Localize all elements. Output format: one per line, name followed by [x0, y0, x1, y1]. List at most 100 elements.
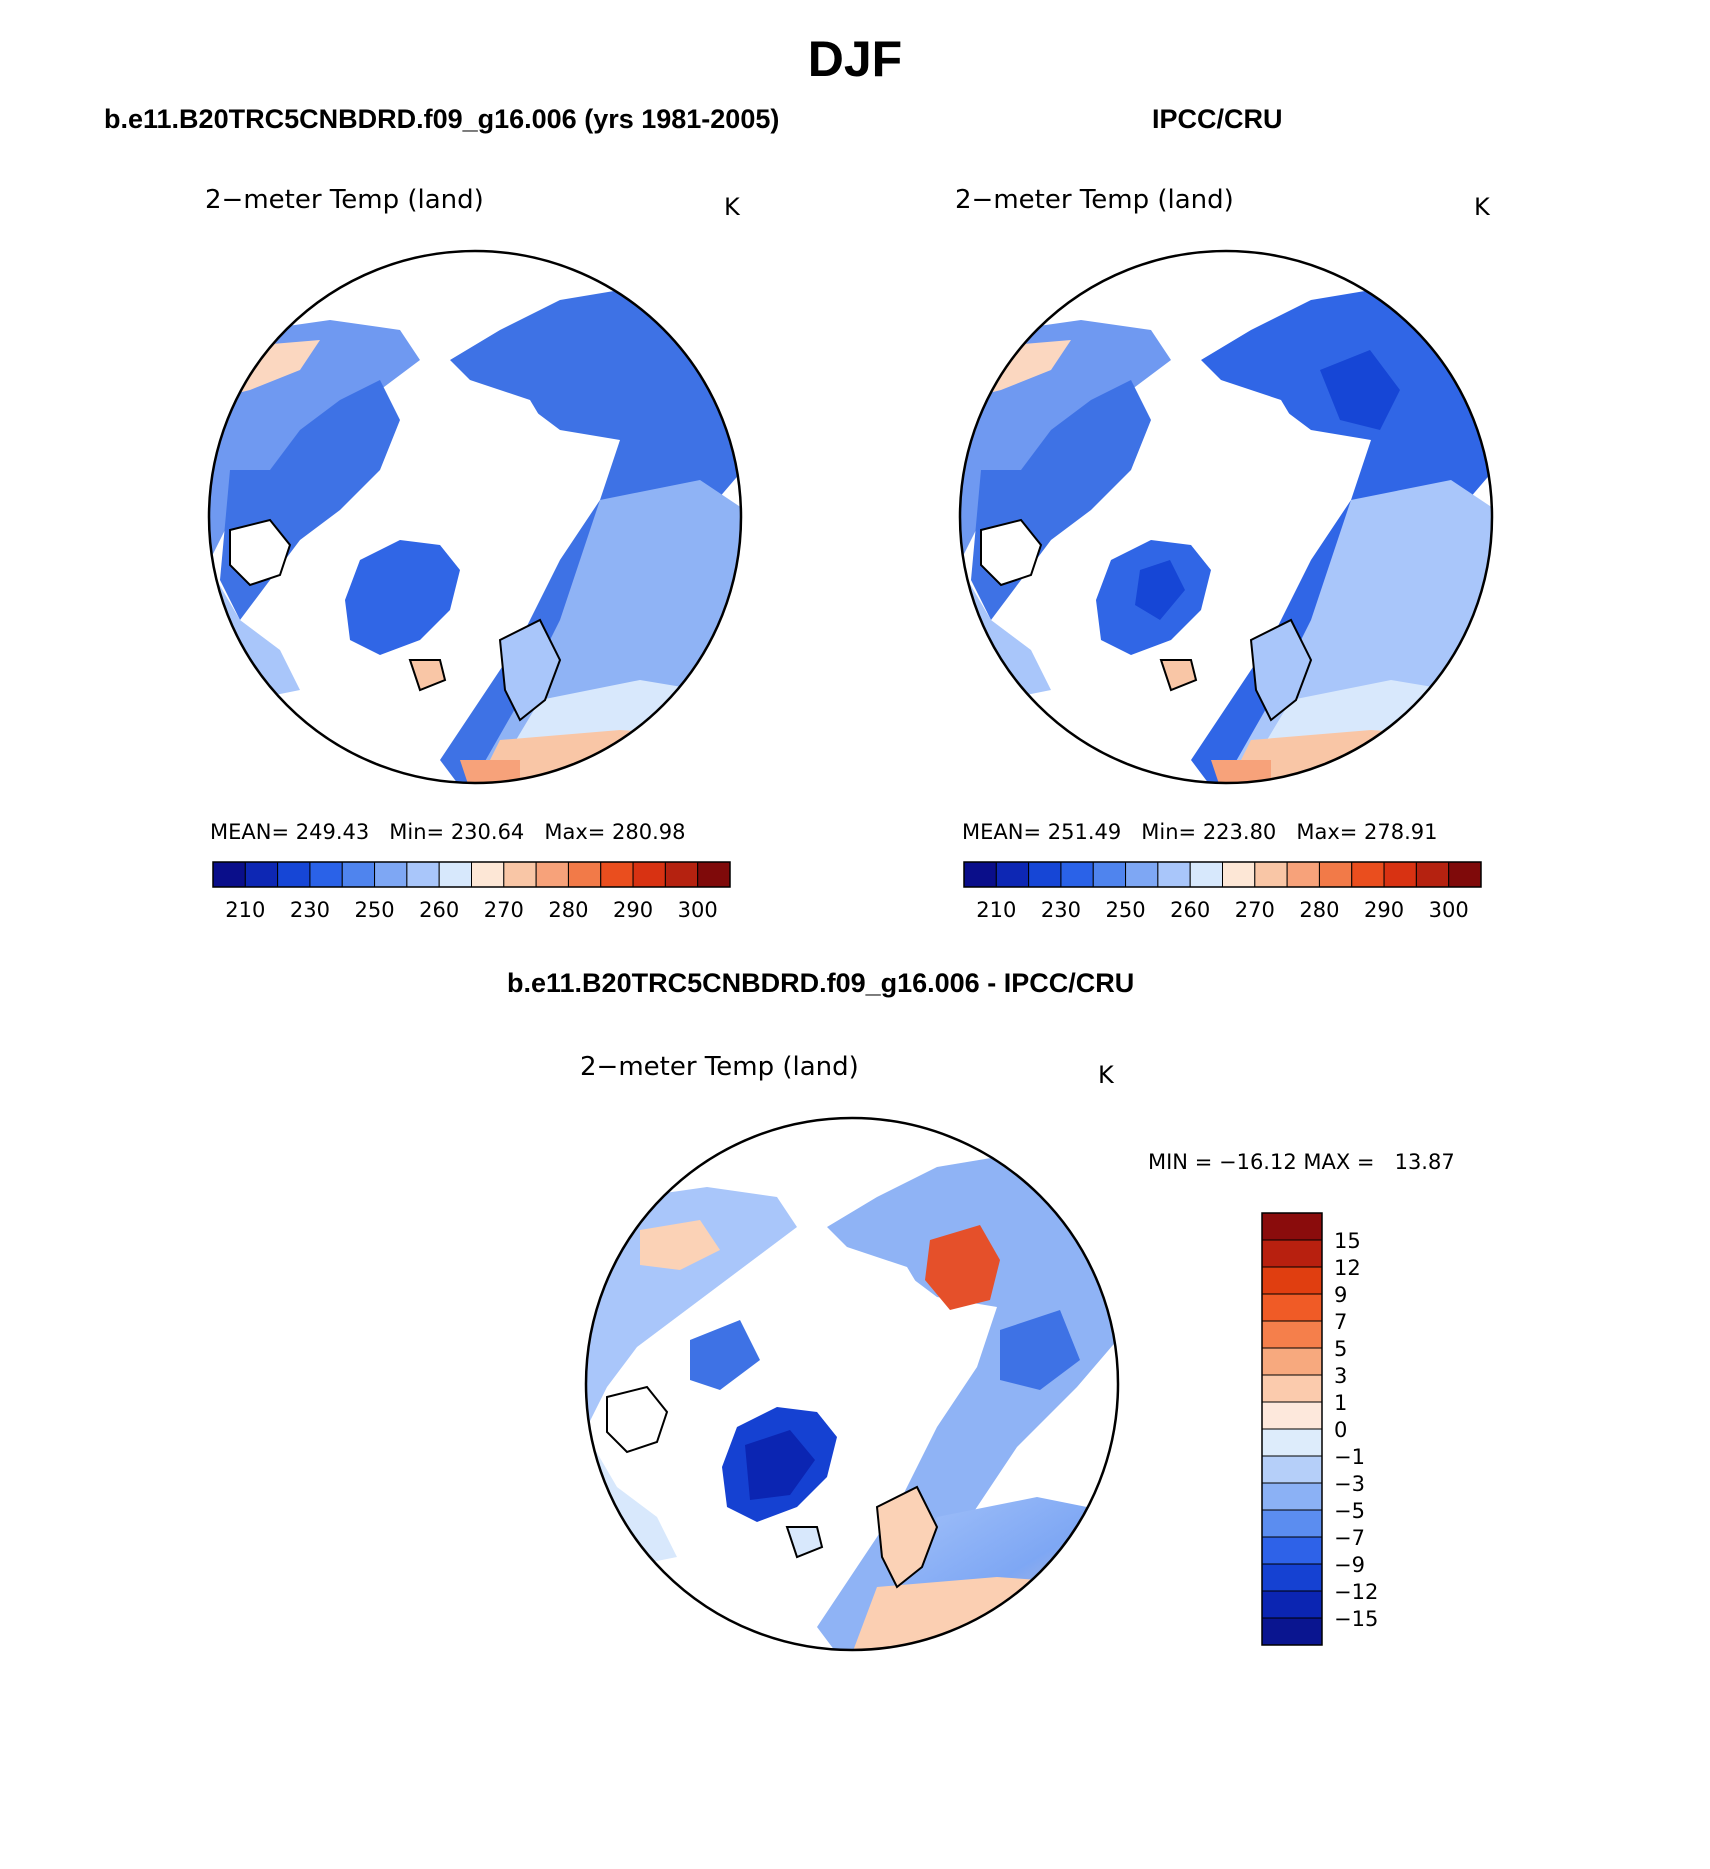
- obs-colorbar-tick-label: 230: [1041, 898, 1081, 922]
- model-colorbar-box: [309, 861, 343, 888]
- diff-colorbar-tick-label: 12: [1334, 1256, 1361, 1280]
- diff-colorbar-tick-label: 0: [1334, 1418, 1347, 1442]
- diff-colorbar-tick-label: −12: [1334, 1580, 1378, 1604]
- diff-colorbar-frame: [1261, 1212, 1323, 1646]
- obs-colorbar-tick-label: 300: [1429, 898, 1469, 922]
- obs-min-label: Min=: [1141, 820, 1197, 844]
- obs-colorbar-tick-label: 290: [1364, 898, 1404, 922]
- model-colorbar-box: [600, 861, 634, 888]
- obs-mean-value: 251.49: [1047, 820, 1122, 844]
- obs-colorbar-box: [1189, 861, 1223, 888]
- diff-colorbar-box: [1261, 1266, 1323, 1295]
- model-colorbar-tick-label: 300: [678, 898, 718, 922]
- model-colorbar-box: [664, 861, 699, 888]
- diff-colorbar-tick-label: 3: [1334, 1364, 1347, 1388]
- model-mean-value: 249.43: [295, 820, 370, 844]
- obs-stats: MEAN= 251.49 Min= 223.80 Max= 278.91: [962, 820, 1438, 844]
- diff-max-value: 13.87: [1394, 1150, 1455, 1174]
- diff-variable-title: 2−meter Temp (land): [580, 1052, 859, 1082]
- obs-colorbar-box: [1351, 861, 1385, 888]
- diff-colorbar-tick-label: −1: [1334, 1445, 1365, 1469]
- model-variable-title: 2−meter Temp (land): [205, 185, 484, 215]
- diff-colorbar-box: [1261, 1239, 1323, 1268]
- model-colorbar-box: [471, 861, 505, 888]
- model-colorbar-box: [503, 861, 537, 888]
- diff-polar-map: [584, 1116, 1120, 1652]
- model-polar-map: [207, 249, 743, 785]
- diff-colorbar-box: [1261, 1509, 1323, 1538]
- obs-colorbar-box: [1415, 861, 1450, 888]
- model-mean-label: MEAN=: [210, 820, 290, 844]
- diff-panel-title: b.e11.B20TRC5CNBDRD.f09_g16.006 - IPCC/C…: [507, 968, 1135, 998]
- diff-colorbar-tick-label: 15: [1334, 1229, 1361, 1253]
- model-colorbar-box: [632, 861, 666, 888]
- obs-colorbar-frame: [963, 861, 1482, 888]
- diff-min-label: MIN =: [1148, 1150, 1213, 1174]
- diff-colorbar-box: [1261, 1563, 1323, 1592]
- obs-colorbar-box: [1125, 861, 1159, 888]
- model-colorbar-box: [438, 861, 472, 888]
- diff-colorbar-box: [1261, 1347, 1323, 1376]
- obs-colorbar-box: [1286, 861, 1320, 888]
- obs-mean-label: MEAN=: [962, 820, 1042, 844]
- model-colorbar-box: [212, 861, 246, 888]
- model-colorbar-tick-label: 270: [484, 898, 524, 922]
- diff-colorbar-tick-label: −5: [1334, 1499, 1365, 1523]
- diff-units-label: K: [1098, 1061, 1114, 1089]
- obs-colorbar-tick-label: 210: [976, 898, 1016, 922]
- model-colorbar-box: [244, 861, 279, 888]
- obs-min-value: 223.80: [1202, 820, 1277, 844]
- model-colorbar-box: [341, 861, 376, 888]
- diff-colorbar-tick-label: −15: [1334, 1607, 1378, 1631]
- diff-colorbar-tick-label: 7: [1334, 1310, 1347, 1334]
- obs-max-label: Max=: [1296, 820, 1358, 844]
- model-min-value: 230.64: [450, 820, 525, 844]
- diff-colorbar-tick-label: −3: [1334, 1472, 1365, 1496]
- obs-colorbar-tick-label: 260: [1170, 898, 1210, 922]
- obs-colorbar-box: [1318, 861, 1353, 888]
- model-colorbar-tick-label: 280: [548, 898, 588, 922]
- diff-min-value: −16.12: [1218, 1150, 1297, 1174]
- model-colorbar-box: [535, 861, 569, 888]
- obs-variable-title: 2−meter Temp (land): [955, 185, 1234, 215]
- model-max-label: Max=: [544, 820, 606, 844]
- model-stats: MEAN= 249.43 Min= 230.64 Max= 280.98: [210, 820, 686, 844]
- diff-colorbar-box: [1261, 1617, 1323, 1646]
- obs-colorbar-box: [1383, 861, 1417, 888]
- model-min-label: Min=: [389, 820, 445, 844]
- diff-colorbar-tick-label: 5: [1334, 1337, 1347, 1361]
- model-colorbar-tick-label: 290: [613, 898, 653, 922]
- obs-colorbar-box: [963, 861, 997, 888]
- diff-colorbar-box: [1261, 1590, 1323, 1619]
- obs-colorbar-box: [1028, 861, 1062, 888]
- model-colorbar-box: [277, 861, 311, 888]
- obs-colorbar-tick-label: 280: [1299, 898, 1339, 922]
- obs-colorbar-tick-label: 250: [1106, 898, 1146, 922]
- obs-colorbar-box: [1222, 861, 1256, 888]
- model-max-value: 280.98: [612, 820, 686, 844]
- diff-colorbar-box: [1261, 1401, 1323, 1430]
- main-title: DJF: [807, 31, 903, 87]
- diff-colorbar-tick-label: −9: [1334, 1553, 1365, 1577]
- obs-colorbar-tick-label: 270: [1235, 898, 1275, 922]
- diff-colorbar-box: [1261, 1428, 1323, 1457]
- diff-colorbar-box: [1261, 1293, 1323, 1322]
- diff-colorbar-box: [1261, 1455, 1323, 1484]
- obs-colorbar-box: [1448, 861, 1482, 888]
- diff-stats: MIN = −16.12 MAX = 13.87: [1148, 1150, 1455, 1174]
- model-colorbar-box: [406, 861, 440, 888]
- obs-colorbar: 210 230 250 260 270 280 290 300: [963, 861, 1482, 922]
- model-colorbar-tick-label: 210: [225, 898, 265, 922]
- obs-colorbar-box: [1254, 861, 1288, 888]
- diff-colorbar-box: [1261, 1212, 1323, 1241]
- obs-colorbar-box: [1092, 861, 1127, 888]
- obs-colorbar-box: [1157, 861, 1191, 888]
- diff-colorbar-box: [1261, 1536, 1323, 1565]
- model-colorbar: 210 230 250 260 270 280 290 300: [212, 861, 731, 922]
- diff-max-label: MAX =: [1303, 1150, 1375, 1174]
- obs-max-value: 278.91: [1364, 820, 1438, 844]
- model-colorbar-box: [697, 861, 731, 888]
- diff-colorbar-box: [1261, 1320, 1323, 1349]
- model-panel-title: b.e11.B20TRC5CNBDRD.f09_g16.006 (yrs 198…: [104, 104, 780, 134]
